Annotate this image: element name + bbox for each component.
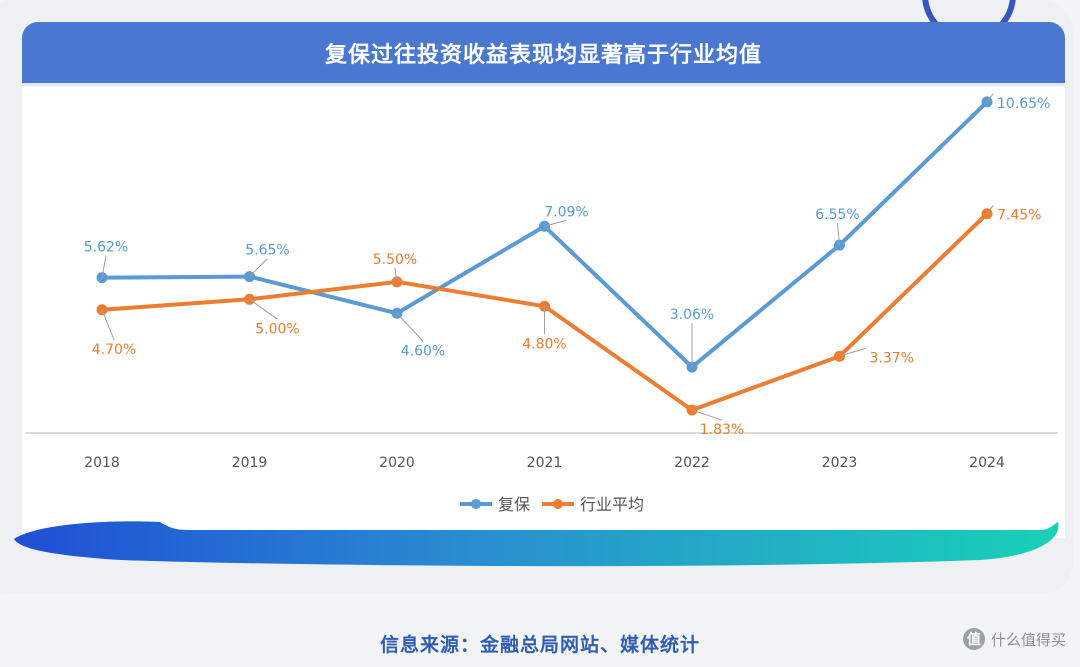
leader-line-1-0 [101, 309, 115, 340]
line-chart: 2018 2019 2020 2021 2022 2023 2024 5.62% 5.65% 4.… [26, 93, 1058, 514]
x-tick-label-2023: 2023 [822, 455, 858, 471]
x-tick-label-2024: 2024 [969, 455, 1005, 471]
watermark-logo-icon: 值 [962, 628, 985, 650]
leader-line-0-6 [986, 93, 994, 103]
x-tick-label-2018: 2018 [84, 455, 120, 471]
leader-line-0-1 [249, 258, 268, 277]
data-label-1-2019: 5.00% [255, 321, 299, 337]
watermark: 值 什么值得买 [962, 628, 1066, 650]
x-tick-label-2019: 2019 [232, 455, 268, 471]
data-label-0-2019: 5.65% [245, 243, 289, 259]
data-label-0-2024: 10.65% [997, 96, 1050, 112]
source-note: 信息来源：金融总局网站、媒体统计 [379, 634, 700, 656]
data-label-1-2018: 4.70% [92, 342, 136, 358]
data-label-0-2018: 5.62% [84, 240, 128, 256]
data-label-0-2023: 6.55% [815, 207, 859, 223]
leader-line-1-5 [839, 347, 866, 357]
legend-label-1: 行业平均 [580, 495, 644, 514]
data-label-1-2023: 3.37% [870, 350, 914, 366]
chart-panel: 复保过往投资收益表现均显著高于行业均值 2018 2019 2020 2021 2022… [22, 22, 1065, 538]
leader-line-0-0 [101, 255, 107, 278]
data-label-1-2024: 7.45% [997, 208, 1041, 224]
decorative-wave [14, 521, 1059, 567]
legend-label-0: 复保 [498, 495, 530, 514]
leader-line-1-2 [394, 267, 398, 282]
leader-line-0-5 [837, 223, 840, 246]
data-label-1-2020: 5.50% [373, 252, 417, 268]
leader-line-0-3 [544, 219, 567, 227]
leader-line-1-1 [249, 298, 278, 320]
leader-line-1-4 [691, 409, 723, 421]
data-label-0-2022: 3.06% [670, 307, 714, 323]
title-stripe [22, 83, 1065, 86]
leader-line-0-2 [396, 312, 424, 342]
legend-swatch-dot-1 [553, 499, 563, 509]
x-tick-label-2022: 2022 [674, 455, 710, 471]
x-tick-label-2020: 2020 [379, 455, 415, 471]
watermark-text: 什么值得买 [990, 630, 1066, 649]
data-label-0-2020: 4.60% [401, 343, 445, 359]
chart-title: 复保过往投资收益表现均显著高于行业均值 [22, 22, 1065, 83]
data-label-1-2021: 4.80% [522, 336, 566, 352]
data-label-1-2022: 1.83% [700, 422, 744, 438]
leader-line-1-6 [986, 205, 994, 214]
legend-swatch-dot-0 [471, 499, 481, 509]
data-label-0-2021: 7.09% [544, 204, 588, 220]
x-tick-label-2021: 2021 [527, 455, 563, 471]
